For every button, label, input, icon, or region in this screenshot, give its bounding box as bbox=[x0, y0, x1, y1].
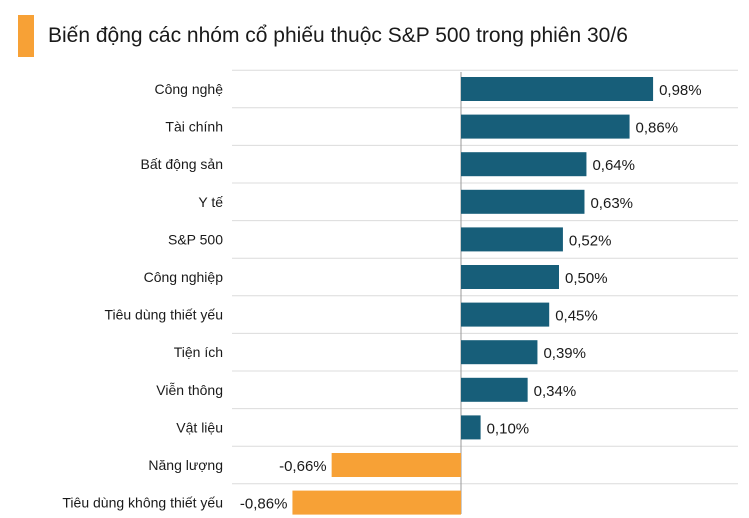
category-label: Y tế bbox=[198, 194, 223, 210]
value-label: 0,50% bbox=[565, 270, 608, 287]
category-label: Viễn thông bbox=[156, 382, 223, 398]
value-label: -0,86% bbox=[240, 496, 288, 513]
category-label: Tiện ích bbox=[174, 344, 223, 360]
category-label: Tài chính bbox=[165, 119, 223, 135]
value-label: -0,66% bbox=[279, 458, 327, 475]
bar bbox=[461, 377, 528, 402]
bar bbox=[292, 490, 461, 515]
value-label: 0,34% bbox=[534, 383, 577, 400]
bar bbox=[461, 227, 563, 252]
category-label: S&P 500 bbox=[168, 231, 223, 247]
chart-title: Biến động các nhóm cổ phiếu thuộc S&P 50… bbox=[48, 24, 628, 47]
value-label: 0,10% bbox=[487, 420, 530, 437]
bar bbox=[461, 302, 550, 327]
category-label: Vật liệu bbox=[176, 419, 223, 435]
bar bbox=[461, 340, 538, 365]
bar bbox=[461, 265, 559, 289]
title-accent-bar bbox=[18, 15, 34, 57]
chart-title-block: Biến động các nhóm cổ phiếu thuộc S&P 50… bbox=[18, 14, 628, 58]
value-label: 0,98% bbox=[659, 82, 702, 99]
category-label: Bất động sản bbox=[140, 156, 223, 172]
value-label: 0,39% bbox=[543, 345, 586, 362]
value-label: 0,45% bbox=[555, 308, 598, 325]
bar bbox=[461, 189, 585, 214]
value-label: 0,63% bbox=[590, 195, 633, 212]
bar bbox=[461, 114, 630, 139]
bar bbox=[331, 453, 461, 477]
bar bbox=[461, 77, 654, 101]
category-label: Năng lượng bbox=[148, 457, 223, 473]
value-label: 0,52% bbox=[569, 232, 612, 249]
category-label: Công nghệ bbox=[154, 81, 223, 97]
bar bbox=[461, 152, 587, 177]
category-label: Tiêu dùng thiết yếu bbox=[104, 307, 223, 323]
value-label: 0,64% bbox=[592, 157, 635, 174]
category-label: Công nghiệp bbox=[144, 269, 224, 285]
bar bbox=[461, 415, 481, 440]
category-label: Tiêu dùng không thiết yếu bbox=[62, 495, 223, 511]
value-label: 0,86% bbox=[636, 120, 679, 137]
